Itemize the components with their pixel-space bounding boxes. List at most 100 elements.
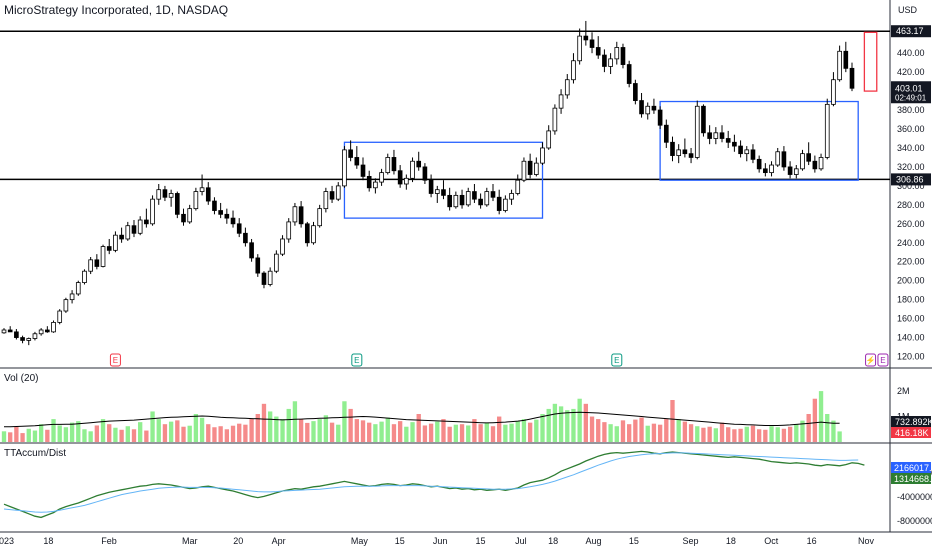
price-tick-label: 300.00 [897, 181, 925, 191]
candle-body [280, 238, 285, 255]
price-tick-label: 200.00 [897, 276, 925, 286]
candle-body [292, 206, 298, 223]
candle-body [509, 193, 514, 200]
candle-body [719, 132, 725, 139]
volume-bar [385, 417, 390, 442]
last-price-box [891, 81, 931, 104]
volume-bar [32, 430, 38, 442]
volume-bar [373, 424, 378, 442]
volume-bar [45, 429, 50, 442]
candle-body [428, 179, 434, 194]
volume-bar [397, 421, 403, 442]
currency-label: USD [898, 5, 918, 15]
candle-body [670, 141, 675, 156]
candle-body [750, 149, 756, 160]
level-label-box [891, 25, 931, 38]
volume-bar [503, 424, 508, 442]
earnings-marker [877, 353, 889, 367]
volume-bar [763, 429, 768, 442]
volume-bar [298, 419, 304, 442]
time-tick-label: Oct [764, 536, 779, 546]
range-box [343, 141, 544, 219]
time-tick-label: Apr [272, 536, 286, 546]
candle-body [385, 157, 391, 174]
candle-body [261, 272, 267, 285]
volume-bar [416, 414, 421, 442]
volume-bar [51, 419, 56, 442]
volume-bar [150, 411, 155, 442]
price-tick-label: 220.00 [897, 257, 925, 267]
price-tick-label: 120.00 [897, 352, 925, 362]
volume-bar [441, 419, 446, 442]
volume-bar [818, 391, 824, 442]
volume-bar [119, 429, 124, 442]
volume-bar [100, 419, 106, 442]
candle-body [230, 217, 236, 225]
candle-body [88, 259, 93, 272]
volume-bar [565, 410, 570, 442]
candle-body [218, 210, 223, 215]
accum-dist-pane [3, 450, 865, 519]
volume-bar [651, 423, 657, 442]
candle-body [676, 149, 682, 156]
candle-body [212, 200, 217, 211]
volume-bar [633, 419, 638, 442]
volume-bar [435, 421, 440, 442]
volume-bar [509, 423, 514, 442]
axes: 120.00 140.00 160.00 180.00 200.00 220.00 240.… [0, 25, 932, 546]
candle-body [521, 160, 527, 181]
candle-body [113, 234, 118, 251]
earnings-marker-letter: E [614, 356, 619, 365]
candle-body [602, 54, 607, 67]
candle-body [205, 187, 211, 202]
candle-body [410, 160, 415, 179]
volume-bar [645, 425, 650, 442]
earnings-marker-letter: ⚡ [866, 355, 876, 365]
volume-bar [657, 424, 663, 442]
volume-bar [540, 414, 545, 442]
candle-body [639, 100, 644, 115]
volume-bar [812, 398, 818, 442]
candle-body [379, 172, 384, 183]
candle-body [694, 105, 700, 158]
candle-body [7, 329, 13, 333]
candle-body [82, 270, 87, 283]
volume-bar [88, 431, 93, 442]
volume-bar [744, 426, 749, 442]
candle-body [38, 329, 44, 335]
candle-body [249, 242, 254, 259]
volume-bar [286, 408, 291, 442]
candle-body [373, 181, 378, 189]
volume-bar [243, 424, 248, 442]
candle-body [595, 47, 601, 56]
volume-bar [292, 401, 298, 442]
volume-ma-label: 732.892K [895, 417, 932, 427]
volume-bar [837, 431, 842, 442]
candle-body [298, 206, 304, 225]
volume-bar [695, 426, 700, 442]
volume-bar [577, 398, 582, 442]
candle-body [441, 189, 446, 196]
candle-body [756, 158, 762, 170]
time-tick-label: 2023 [0, 536, 14, 546]
candle-body [769, 164, 774, 174]
accum-line-label-box [891, 473, 931, 484]
time-tick-label: 20 [233, 536, 243, 546]
accum-dist-signal-line [3, 452, 859, 513]
earnings-marker-letter: E [113, 356, 118, 365]
volume-bar [138, 422, 143, 442]
range-box [659, 100, 859, 181]
volume-bar [379, 421, 384, 442]
volume-bar [187, 425, 192, 442]
volume-bar [76, 421, 81, 442]
volume-bar [360, 420, 366, 442]
accum-line-label: 1314668.92 [894, 474, 932, 484]
price-tick-label: 240.00 [897, 238, 925, 248]
candle-body [787, 166, 793, 175]
candle-body [366, 176, 372, 189]
earnings-marker [351, 353, 363, 367]
volume-bar [404, 426, 409, 442]
candle-body [577, 35, 582, 62]
